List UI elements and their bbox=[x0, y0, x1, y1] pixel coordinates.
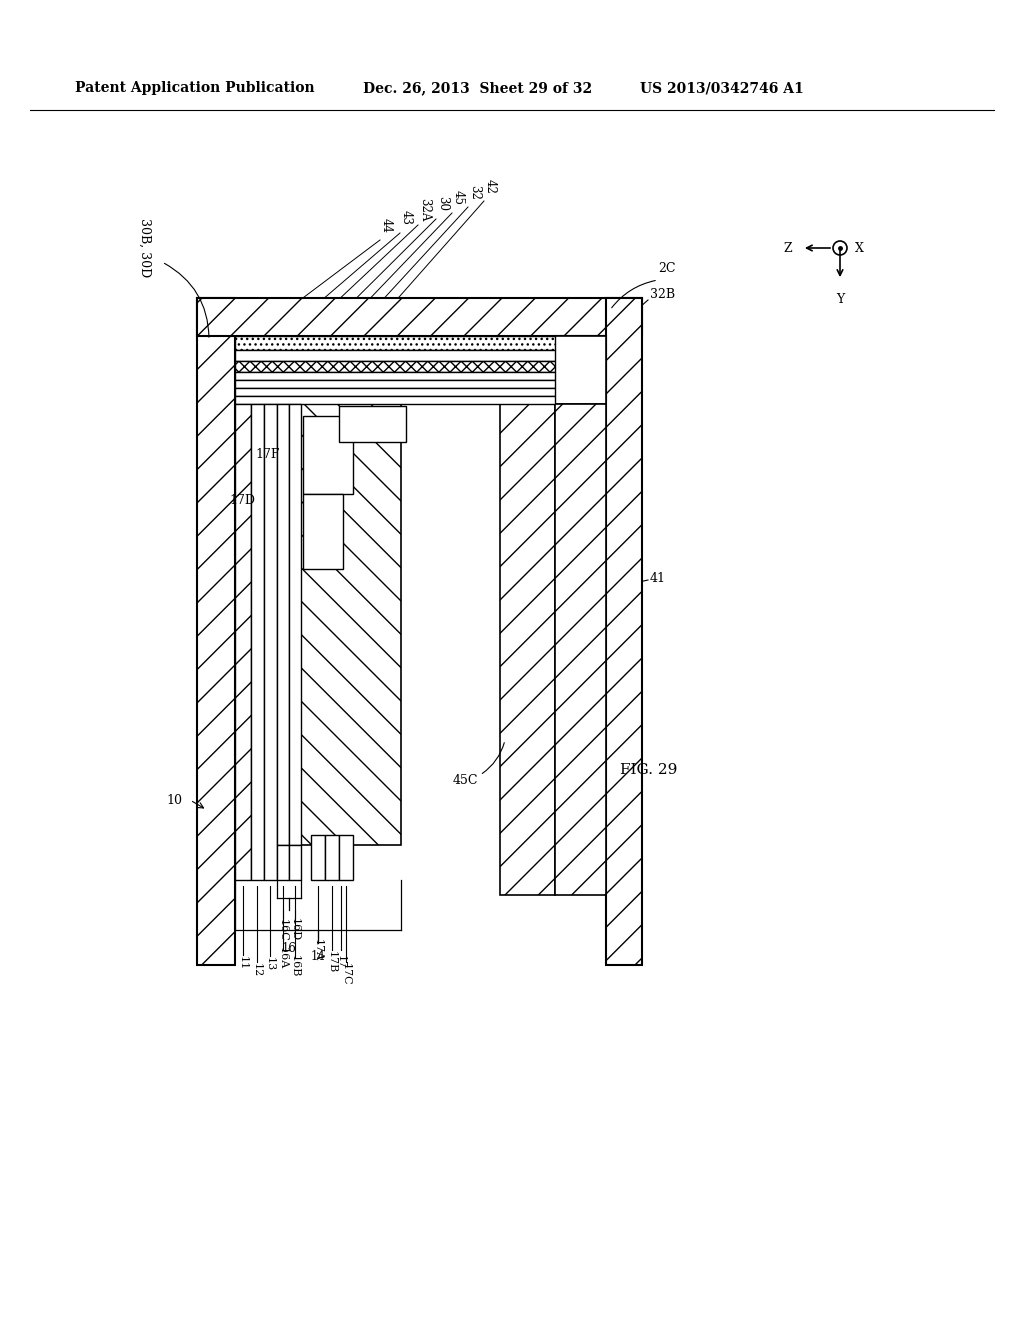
Bar bbox=[311, 836, 325, 880]
Text: 16B: 16B bbox=[290, 954, 300, 977]
Text: 45C: 45C bbox=[453, 774, 478, 787]
Text: 14: 14 bbox=[310, 950, 326, 964]
Text: 17: 17 bbox=[336, 954, 346, 969]
Text: X: X bbox=[855, 242, 864, 255]
Bar bbox=[264, 404, 278, 880]
Text: 16A: 16A bbox=[278, 946, 288, 969]
Bar bbox=[339, 407, 406, 442]
Text: Dec. 26, 2013  Sheet 29 of 32: Dec. 26, 2013 Sheet 29 of 32 bbox=[362, 81, 592, 95]
Bar bbox=[234, 388, 555, 396]
Text: 17D: 17D bbox=[229, 494, 255, 507]
Text: US 2013/0342746 A1: US 2013/0342746 A1 bbox=[640, 81, 804, 95]
Bar bbox=[234, 380, 555, 388]
Bar bbox=[251, 404, 264, 880]
Bar bbox=[234, 372, 555, 380]
Bar bbox=[555, 337, 606, 404]
Text: 16: 16 bbox=[282, 941, 296, 954]
Text: 30B, 30D: 30B, 30D bbox=[138, 218, 152, 277]
Text: FIG. 29: FIG. 29 bbox=[620, 763, 677, 777]
Bar bbox=[606, 298, 642, 965]
Bar bbox=[289, 845, 301, 880]
Text: 43: 43 bbox=[400, 210, 413, 226]
Bar bbox=[339, 836, 353, 880]
Text: 45: 45 bbox=[452, 190, 465, 206]
Bar bbox=[500, 404, 555, 895]
Bar bbox=[555, 404, 606, 895]
Bar bbox=[197, 298, 642, 337]
Bar bbox=[234, 360, 555, 372]
Text: 12: 12 bbox=[252, 962, 262, 977]
Bar bbox=[301, 404, 401, 845]
Bar bbox=[555, 337, 606, 400]
Text: 44: 44 bbox=[380, 218, 393, 232]
Text: Patent Application Publication: Patent Application Publication bbox=[75, 81, 314, 95]
Text: 17C: 17C bbox=[341, 962, 351, 985]
Bar bbox=[303, 416, 353, 494]
Text: 2C: 2C bbox=[658, 261, 676, 275]
Text: 17B: 17B bbox=[327, 950, 337, 973]
Text: 32B: 32B bbox=[650, 289, 675, 301]
Bar bbox=[303, 494, 343, 569]
Text: 30: 30 bbox=[436, 197, 449, 211]
Text: 42: 42 bbox=[484, 178, 497, 194]
Bar bbox=[234, 337, 555, 350]
Text: 13: 13 bbox=[265, 957, 275, 972]
Text: 32A: 32A bbox=[418, 198, 431, 222]
Bar bbox=[234, 396, 555, 404]
Bar bbox=[234, 350, 555, 360]
Bar bbox=[289, 404, 301, 845]
Text: 41: 41 bbox=[650, 572, 666, 585]
Bar bbox=[278, 845, 289, 880]
Text: 10: 10 bbox=[166, 793, 182, 807]
Text: Z: Z bbox=[783, 242, 792, 255]
Bar bbox=[197, 298, 234, 965]
Text: 32: 32 bbox=[468, 185, 481, 199]
Text: 11: 11 bbox=[238, 956, 248, 970]
Text: 17F: 17F bbox=[256, 449, 280, 462]
Bar bbox=[325, 836, 339, 880]
Text: 16C: 16C bbox=[278, 919, 288, 941]
Text: 16D: 16D bbox=[290, 919, 300, 941]
Text: 17A: 17A bbox=[313, 939, 323, 961]
Bar bbox=[234, 404, 251, 880]
Text: Y: Y bbox=[836, 293, 844, 306]
Bar bbox=[278, 404, 289, 845]
